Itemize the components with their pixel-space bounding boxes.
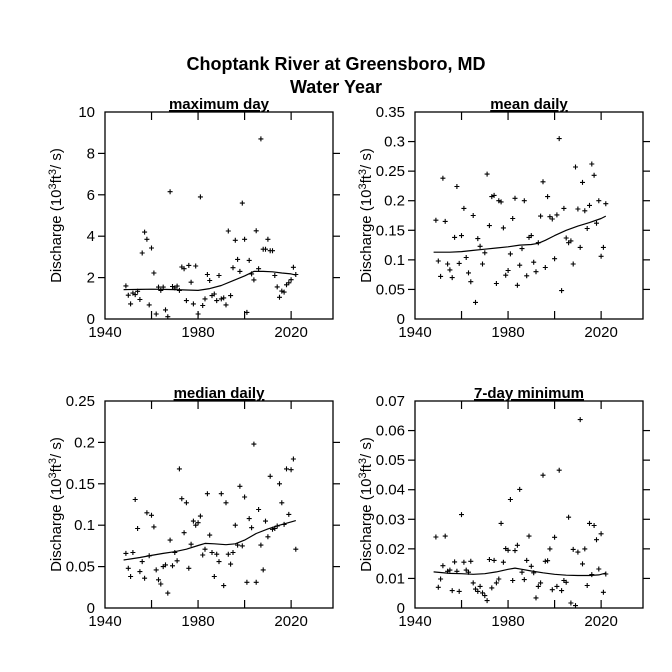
y-tick-label: 0.03 <box>376 511 405 528</box>
trend-line <box>433 567 606 577</box>
subplot-7-day-minimum: 1940 1980 2020 0 0.01 0.02 0.03 0.04 0.05 0.06 0.0… <box>357 385 650 630</box>
subplot-title: 7-day minimum <box>474 385 584 402</box>
x-tick-label: 1980 <box>491 613 524 630</box>
subplot-title: median daily <box>174 385 266 402</box>
y-tick-label: 0.02 <box>376 541 405 558</box>
y-tick-label: 0.15 <box>66 476 95 493</box>
data-points <box>123 136 299 320</box>
data-points <box>123 441 299 596</box>
x-tick-label: 2020 <box>274 613 307 630</box>
y-tick-label: 0.35 <box>376 104 405 121</box>
y-tick-label: 0.1 <box>384 252 405 269</box>
y-tick-label: 0.15 <box>376 222 405 239</box>
y-axis-label: Discharge (103ft3/ s) <box>357 437 375 572</box>
x-tick-label: 1940 <box>88 324 121 341</box>
y-tick-label: 0.25 <box>376 163 405 180</box>
subplot-maximum-day: 1940 1980 2020 0 2 4 6 8 10 maximum day Discharge … <box>47 96 340 341</box>
plot-frame <box>414 400 644 609</box>
y-tick-label: 0.07 <box>376 393 405 410</box>
y-tick-label: 2 <box>87 270 95 287</box>
y-tick-label: 0.04 <box>376 482 405 499</box>
subplot-median-daily: 1940 1980 2020 0 0.05 0.1 0.15 0.2 0.25 median da… <box>47 385 340 630</box>
y-tick-label: 0 <box>397 600 405 617</box>
y-tick-label: 10 <box>78 104 95 121</box>
trend-line <box>123 270 296 291</box>
y-tick-label: 0 <box>397 311 405 328</box>
x-tick-label: 1980 <box>491 324 524 341</box>
y-tick-label: 0 <box>87 600 95 617</box>
trend-line <box>123 520 296 561</box>
y-tick-label: 0 <box>87 311 95 328</box>
plot-frame <box>104 111 334 320</box>
x-tick-label: 1940 <box>88 613 121 630</box>
y-tick-label: 0.1 <box>74 517 95 534</box>
x-tick-label: 2020 <box>584 324 617 341</box>
x-tick-label: 2020 <box>584 613 617 630</box>
data-points <box>433 136 609 305</box>
y-tick-label: 0.05 <box>376 281 405 298</box>
y-axis-label: Discharge (103ft3/ s) <box>47 437 65 572</box>
x-tick-label: 1940 <box>398 613 431 630</box>
y-tick-label: 6 <box>87 187 95 204</box>
x-tick-label: 1940 <box>398 324 431 341</box>
subplot-title: mean daily <box>490 96 568 113</box>
x-tick-label: 1980 <box>181 324 214 341</box>
y-tick-label: 0.3 <box>384 134 405 151</box>
main-title: Choptank River at Greensboro, MD <box>186 54 486 74</box>
trend-line <box>433 215 607 253</box>
y-tick-label: 0.2 <box>384 193 405 210</box>
y-tick-label: 0.01 <box>376 570 405 587</box>
y-tick-label: 0.06 <box>376 423 405 440</box>
x-tick-label: 1980 <box>181 613 214 630</box>
main-subtitle: Water Year <box>289 77 383 97</box>
subplot-title: maximum day <box>169 96 270 113</box>
plot-frame <box>104 400 334 609</box>
data-points <box>433 417 609 609</box>
subplot-mean-daily: 1940 1980 2020 0 0.05 0.1 0.15 0.2 0.25 0.3 0.35 me… <box>357 96 650 341</box>
y-tick-label: 8 <box>87 145 95 162</box>
y-axis-label: Discharge (103ft3/ s) <box>47 148 65 283</box>
y-tick-label: 0.25 <box>66 393 95 410</box>
y-tick-label: 0.05 <box>376 452 405 469</box>
plot-frame <box>414 111 644 320</box>
y-tick-label: 0.2 <box>74 434 95 451</box>
y-tick-label: 0.05 <box>66 559 95 576</box>
y-tick-label: 4 <box>87 228 95 245</box>
x-tick-label: 2020 <box>274 324 307 341</box>
y-axis-label: Discharge (103ft3/ s) <box>357 148 375 283</box>
